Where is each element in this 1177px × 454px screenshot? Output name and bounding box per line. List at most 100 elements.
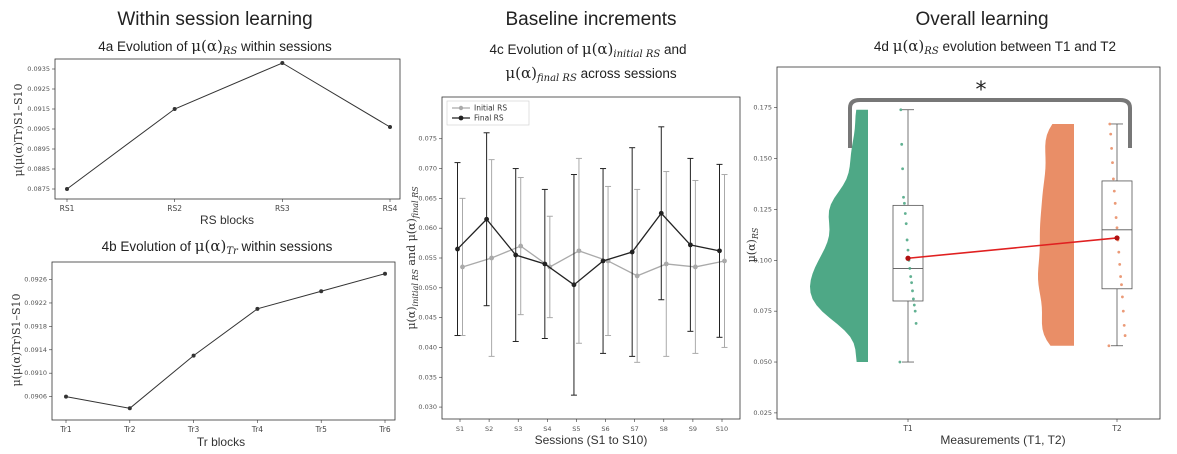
y-tick-label: 0.0918 xyxy=(24,322,47,330)
raw-point xyxy=(913,309,917,313)
data-point xyxy=(127,406,132,411)
chart-4c-legend-box xyxy=(446,100,530,126)
chart-4a-marks: 0.0875 0.0885 0.0895 0.0905 0.0915 0.0925 0.09… xyxy=(27,61,398,213)
y-tick-label: 0.0914 xyxy=(24,346,47,354)
y-tick-label: 0.030 xyxy=(418,403,437,411)
raw-point xyxy=(903,212,907,215)
chart-4c-title-line2: μ(α)final RS across sessions xyxy=(505,64,676,84)
raw-point xyxy=(1118,262,1122,266)
y-tick-label: 0.035 xyxy=(418,373,437,381)
x-tick-label: Tr5 xyxy=(315,425,328,434)
y-tick-label: 0.065 xyxy=(418,194,437,202)
x-tick-label: Tr4 xyxy=(251,425,264,434)
raw-point xyxy=(1114,216,1118,219)
y-tick-label: 0.050 xyxy=(418,284,437,292)
raw-point xyxy=(914,321,918,325)
chart-4d-title: 4d μ(α)RS evolution between T1 and T2 xyxy=(874,37,1116,57)
y-tick-label: 0.075 xyxy=(753,307,772,315)
y-tick-label: 0.0922 xyxy=(24,299,47,307)
y-tick-label: 0.0915 xyxy=(27,105,50,113)
x-tick-label: T2 xyxy=(1111,424,1122,433)
legend-initial-label: Initial RS xyxy=(474,104,507,113)
data-point xyxy=(518,243,524,249)
section-title-left: Within session learning xyxy=(117,9,312,30)
density-cloud xyxy=(810,109,868,363)
series-line xyxy=(65,273,386,409)
x-tick-label: S8 xyxy=(660,425,668,433)
chart-4a: 4a Evolution of μ(α)RS within sessions 0… xyxy=(12,37,401,227)
data-point xyxy=(634,273,640,279)
raw-point xyxy=(1120,283,1123,287)
mean-point xyxy=(1114,235,1120,241)
box xyxy=(892,204,924,302)
data-point xyxy=(692,264,698,270)
x-tick-label: S2 xyxy=(485,425,493,433)
data-point xyxy=(600,258,606,264)
data-point xyxy=(460,264,465,270)
x-tick-label: T1 xyxy=(902,424,913,433)
data-point xyxy=(489,255,495,261)
y-tick-label: 0.125 xyxy=(753,205,772,213)
data-point xyxy=(687,242,693,248)
raw-point xyxy=(904,222,908,226)
series-line xyxy=(462,245,725,277)
raw-point xyxy=(912,297,915,301)
chart-4c-xlabel: Sessions (S1 to S10) xyxy=(535,433,648,447)
data-point xyxy=(542,261,548,267)
chart-4a-ylabel: μ(μ(α)Tr)S1–S10 xyxy=(12,83,25,176)
chart-4b-ylabel: μ(μ(α)Tr)S1–S10 xyxy=(10,293,23,386)
data-point xyxy=(663,261,669,267)
raw-point xyxy=(898,360,902,364)
raw-point xyxy=(1109,132,1113,136)
data-point xyxy=(280,61,285,65)
data-point xyxy=(319,289,324,294)
x-tick-label: Tr6 xyxy=(378,425,391,434)
chart-4d-ylabel: μ(α)RS xyxy=(745,227,760,262)
chart-4a-xlabel: RS blocks xyxy=(200,213,254,227)
legend-initial-marker xyxy=(458,105,464,111)
y-tick-label: 0.050 xyxy=(753,358,772,366)
data-point xyxy=(388,125,392,129)
raw-point xyxy=(1122,324,1126,327)
chart-4c: 4c Evolution of μ(α)initial RS and μ(α)f… xyxy=(405,40,741,447)
x-tick-label: RS4 xyxy=(383,204,398,213)
raw-point xyxy=(1112,189,1116,193)
y-tick-label: 0.055 xyxy=(418,254,437,262)
y-tick-label: 0.0895 xyxy=(27,145,50,153)
raw-point xyxy=(902,195,905,199)
chart-4b-title: 4b Evolution of μ(α)Tr within sessions xyxy=(102,237,333,257)
series-line xyxy=(457,212,720,286)
box xyxy=(1101,180,1133,290)
legend-final-marker xyxy=(458,115,464,121)
chart-4d: 4d μ(α)RS evolution between T1 and T2 0.… xyxy=(745,37,1161,447)
y-tick-label: 0.070 xyxy=(418,165,437,173)
y-tick-label: 0.0906 xyxy=(24,393,47,401)
raw-point xyxy=(911,289,914,293)
data-point xyxy=(383,271,387,276)
raw-point xyxy=(1115,226,1119,230)
legend-final-label: Final RS xyxy=(474,114,504,123)
series-line xyxy=(66,62,391,190)
data-point xyxy=(65,187,69,191)
x-tick-label: S3 xyxy=(514,425,522,433)
y-tick-label: 0.0875 xyxy=(27,185,50,193)
y-tick-label: 0.025 xyxy=(753,409,772,417)
raw-point xyxy=(906,248,910,252)
data-point xyxy=(484,216,490,222)
raw-point xyxy=(908,267,912,270)
raw-point xyxy=(910,281,913,285)
section-title-middle: Baseline increments xyxy=(505,9,676,30)
raw-point xyxy=(1121,309,1125,313)
chart-4d-marks: 0.025 0.050 0.075 0.100 0.125 0.150 0.175 T1 T2 xyxy=(753,98,1133,433)
x-tick-label: Tr3 xyxy=(187,425,200,434)
chart-4c-legend: Initial RS Final RS xyxy=(446,100,530,126)
raw-point xyxy=(1107,344,1111,348)
x-tick-label: RS1 xyxy=(60,204,75,213)
raw-point xyxy=(1117,250,1121,254)
y-tick-label: 0.100 xyxy=(753,256,772,264)
raw-point xyxy=(1121,295,1124,299)
y-tick-label: 0.0926 xyxy=(24,276,47,284)
raw-point xyxy=(905,238,909,242)
mean-connector-line xyxy=(907,237,1118,260)
